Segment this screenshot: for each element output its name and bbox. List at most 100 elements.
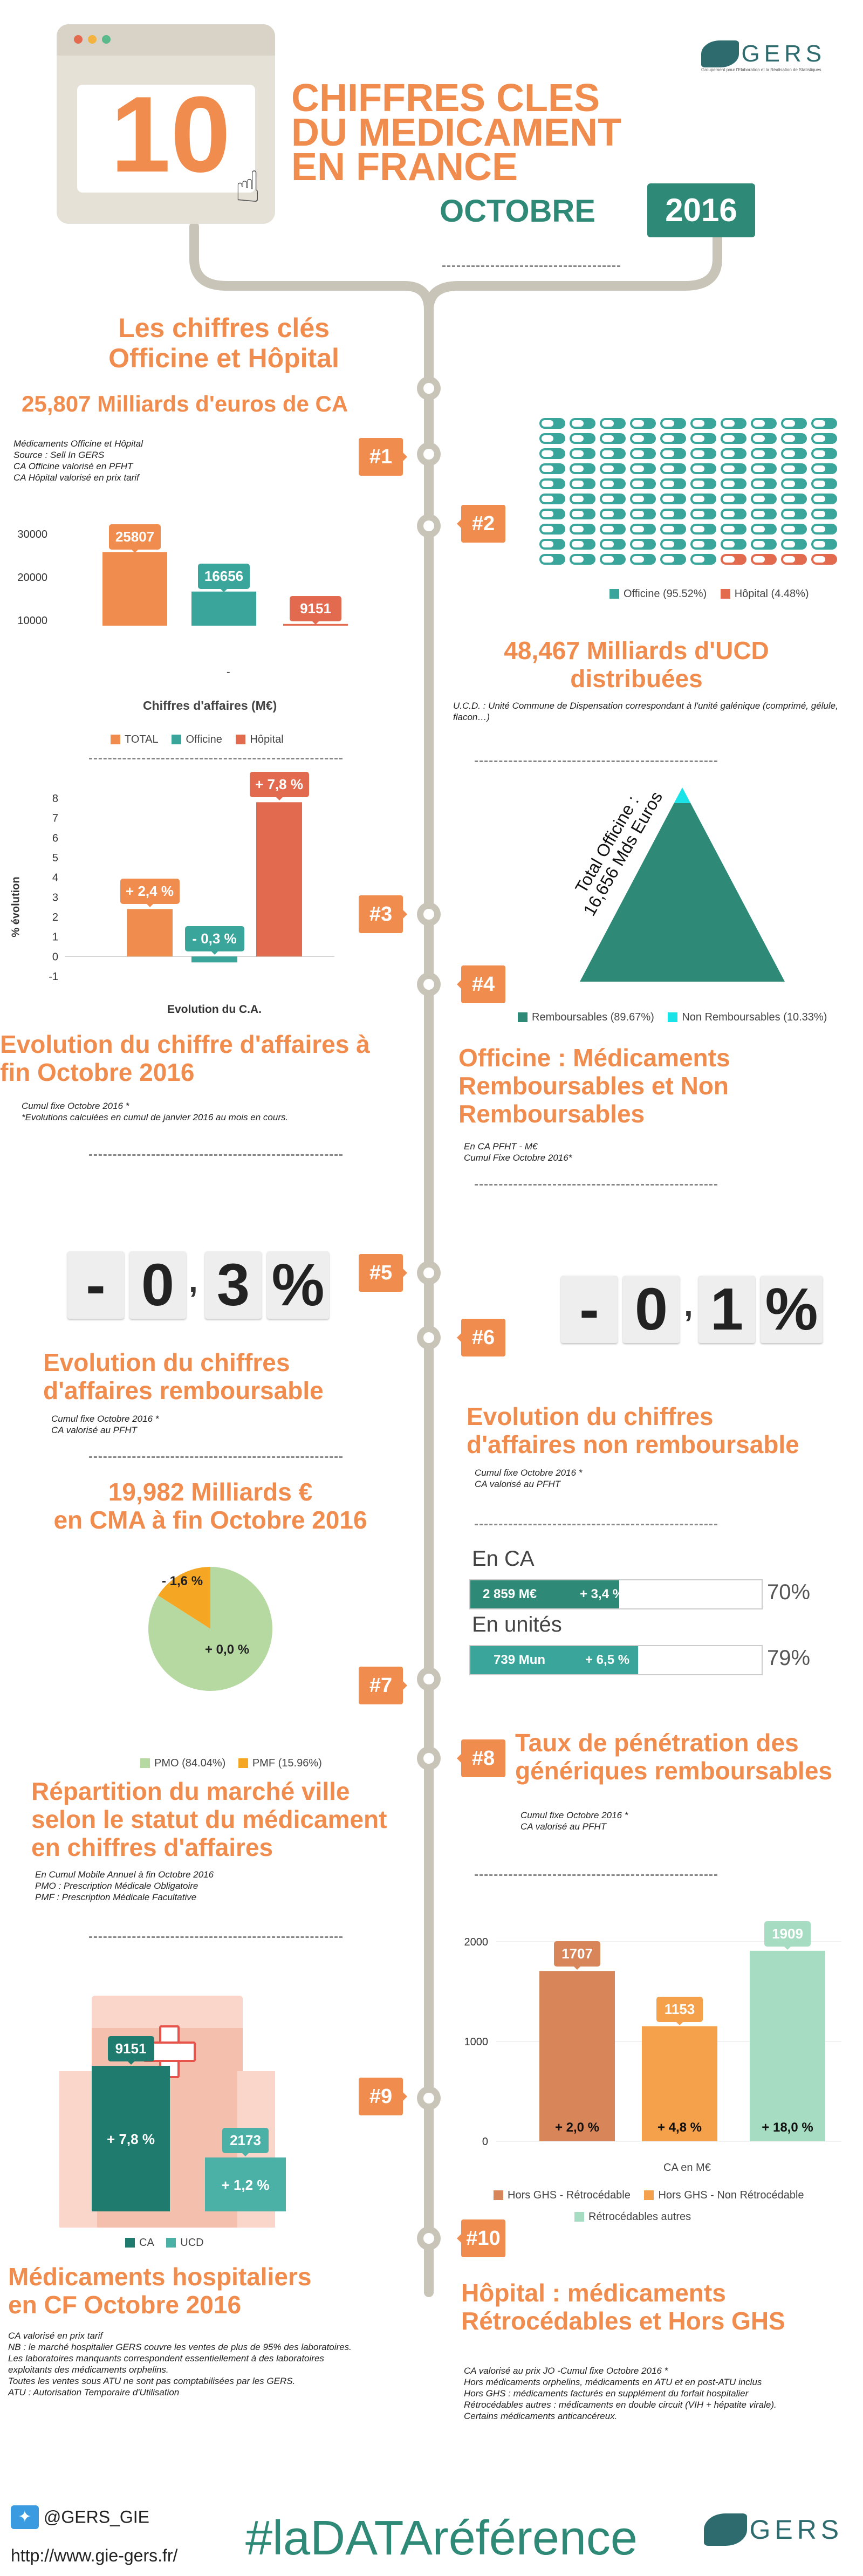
s5-notes: Cumul fixe Octobre 2016 * CA valorisé au… — [51, 1414, 159, 1435]
s3-ytick: 2 — [52, 912, 58, 923]
s2-pill-half — [693, 420, 704, 427]
s3-bar — [191, 956, 237, 963]
s2-pill-half — [723, 496, 735, 502]
footer-hashtag[interactable]: #laDATAréférence — [245, 2511, 638, 2565]
footer-twitter[interactable]: ✦ @GERS_GIE — [11, 2505, 149, 2529]
s2-pill-half — [753, 556, 765, 563]
s3-ytick: 3 — [52, 892, 58, 903]
s3-ytick: -1 — [49, 971, 58, 983]
s2-pill-half — [632, 496, 644, 502]
badge-5: #5 — [359, 1254, 407, 1292]
s3-bar-label: + 2,4 % — [120, 879, 180, 908]
s3-notes: Cumul fixe Octobre 2016 * *Evolutions ca… — [22, 1101, 289, 1122]
year-banner: 2016 — [647, 183, 755, 237]
s9-bar-evol: + 1,2 % — [222, 2177, 270, 2193]
s2-waffle-chart — [539, 418, 837, 565]
s2-pill-half — [662, 435, 674, 442]
s2-pill-half — [753, 496, 765, 502]
s6-digit-1: - — [561, 1276, 618, 1343]
s5-digit-3: , — [189, 1263, 198, 1299]
s2-pill-half — [632, 465, 644, 472]
gers-logo-icon — [704, 2513, 747, 2546]
s1-ytick: 30000 — [17, 529, 47, 540]
twitter-icon: ✦ — [11, 2505, 39, 2529]
s1-bar — [283, 624, 348, 626]
badge-10: #10 — [457, 2219, 505, 2257]
s2-pill-half — [662, 496, 674, 502]
s1-bar — [102, 552, 167, 626]
logo-subtitle: Groupement pour l'Elaboration et la Réal… — [701, 67, 821, 72]
s2-pill-half — [602, 556, 614, 563]
s8-fill-units — [470, 1646, 639, 1674]
s2-pill-half — [813, 556, 825, 563]
s2-pill-half — [813, 465, 825, 472]
s4-legend: Remboursables (89.67%) Non Remboursables… — [518, 1011, 827, 1024]
legend-hopital: Hôpital — [250, 734, 284, 745]
s2-pill-half — [723, 481, 735, 487]
s3-ytick: 7 — [52, 813, 58, 825]
badge-6: #6 — [457, 1319, 505, 1356]
s2-pill-half — [783, 481, 795, 487]
s2-pill-half — [572, 511, 584, 517]
s2-pill-half — [723, 541, 735, 547]
s7-pie-slice — [148, 1567, 272, 1691]
cursor-hand-icon: ☝ — [235, 163, 261, 211]
s2-pill-half — [693, 481, 704, 487]
s8-pct-units: 79% — [767, 1646, 811, 1670]
s2-pill-half — [542, 465, 553, 472]
window-dot-yellow — [88, 35, 97, 44]
s7-pie-chart — [148, 1567, 272, 1691]
s2-pill-half — [602, 481, 614, 487]
s5-digit-5: % — [267, 1251, 329, 1319]
s2-pill-half — [693, 435, 704, 442]
legend-remboursables: Remboursables (89.67%) — [532, 1011, 654, 1023]
s7-notes: En Cumul Mobile Annuel à fin Octobre 201… — [35, 1869, 214, 1902]
s2-pill-half — [602, 526, 614, 532]
s2-pill-half — [542, 496, 553, 502]
s2-pill-half — [572, 556, 584, 563]
s7-pie-slice — [158, 1567, 210, 1629]
legend-non-retrocedable: Hors GHS - Non Rétrocédable — [658, 2189, 804, 2201]
legend-officine-pct: Officine (95.52%) — [624, 588, 707, 600]
s6-digit-4: 1 — [698, 1276, 755, 1343]
s2-pill-half — [723, 450, 735, 457]
footer-url[interactable]: http://www.gie-gers.fr/ — [11, 2546, 178, 2565]
s1-chart: 0100002000030000 — [17, 529, 348, 626]
s7-label-pmf: - 1,6 % — [162, 1574, 203, 1588]
s1-section-title: Les chiffres clés Officine et Hôpital — [108, 313, 339, 373]
s8-title: Taux de pénétration des génériques rembo… — [515, 1729, 832, 1785]
s6-digit-5: % — [761, 1276, 823, 1343]
s10-ytick: 0 — [482, 2136, 488, 2148]
s2-pill-half — [572, 465, 584, 472]
s2-pill-half — [602, 496, 614, 502]
s2-pill-half — [572, 481, 584, 487]
s2-pill-half — [602, 511, 614, 517]
s2-pill-half — [813, 450, 825, 457]
s10-chart: 0 1000 2000 + 2,0 % + 4,8 % + 18,0 % — [464, 1936, 841, 2148]
s1-bar-value: 16656 — [198, 563, 250, 592]
s10-legend: Hors GHS - Rétrocédable Hors GHS - Non R… — [494, 2184, 850, 2228]
s8-value-ca: 2 859 M€ — [483, 1587, 537, 1601]
s2-pill-half — [632, 526, 644, 532]
s8-fill-ca — [470, 1580, 619, 1608]
s7-legend: PMO (84.04%) PMF (15.96%) — [140, 1757, 322, 1770]
s3-ytick: 8 — [52, 793, 58, 805]
s10-bar — [750, 1950, 825, 2141]
s8-evol-ca: + 3,4 % — [580, 1587, 625, 1601]
s2-pill-half — [753, 420, 765, 427]
s1-ytick: 10000 — [17, 615, 47, 626]
s2-pill-half — [632, 541, 644, 547]
s9-bar-evol: + 7,8 % — [107, 2131, 155, 2147]
s2-pill-half — [693, 496, 704, 502]
s1-xlabel: Chiffres d'affaires (M€) — [143, 698, 277, 712]
s3-chart: -1 0 1 2 3 4 5 6 7 8 — [49, 793, 334, 983]
s2-pill-half — [693, 511, 704, 517]
s10-bar-value: 1909 — [764, 1921, 811, 1950]
legend-ca: CA — [139, 2237, 154, 2249]
s2-pill-half — [632, 450, 644, 457]
s3-bar-label: - 0,3 % — [184, 926, 244, 955]
s2-pill-half — [693, 465, 704, 472]
s2-pill-half — [632, 435, 644, 442]
s3-bar — [127, 909, 173, 957]
s10-bar-evol: + 4,8 % — [657, 2120, 702, 2135]
